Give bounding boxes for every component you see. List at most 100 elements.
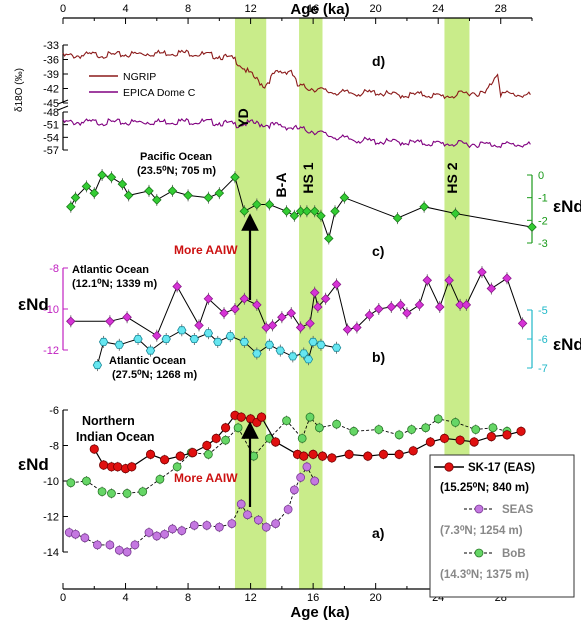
- bob-point: [155, 474, 165, 484]
- bob-point: [233, 423, 243, 433]
- atlantic-27n-point: [252, 349, 262, 358]
- atlantic-27n-point: [225, 332, 235, 341]
- band-label-hs1: HS 1: [300, 162, 316, 193]
- sk17-point: [127, 462, 137, 472]
- bob-point: [450, 418, 460, 427]
- seas-point: [214, 522, 224, 532]
- sk17-point: [469, 437, 479, 447]
- atlantic-12n-point: [374, 304, 384, 314]
- sk17-point: [145, 449, 156, 459]
- panel-label-a: a): [372, 525, 384, 541]
- pacific-point: [309, 206, 320, 217]
- bob-point: [349, 426, 359, 436]
- seas-point: [310, 476, 320, 486]
- atlantic-12n-point: [239, 293, 250, 304]
- seas-point: [243, 510, 252, 520]
- panel-label-c: c): [372, 243, 384, 259]
- bob-point: [282, 416, 291, 426]
- bob-point: [407, 425, 417, 434]
- pacific-point: [117, 179, 128, 189]
- pacific-point: [81, 181, 92, 192]
- seas-point: [144, 528, 154, 537]
- pacific-point: [252, 199, 262, 210]
- axis-d-lower-tick-label: -48: [43, 107, 59, 119]
- atlantic-12n-point: [331, 279, 342, 290]
- sk17-point: [516, 426, 526, 436]
- sk17-point: [113, 462, 123, 472]
- top-x-tick-label: 8: [185, 3, 191, 15]
- sk17-point: [408, 446, 418, 456]
- sk17-point: [175, 451, 185, 461]
- bob-point: [221, 435, 230, 445]
- axis-label-b-right: εNd: [553, 335, 581, 354]
- atlantic-12n-point: [395, 300, 406, 310]
- atlantic-12n-point: [267, 320, 278, 331]
- axis-d-lower-tick-label: -51: [43, 120, 59, 132]
- seas-point: [71, 529, 80, 539]
- sk17-point: [486, 432, 496, 442]
- bob-point: [97, 487, 107, 497]
- atlantic-27n-point: [133, 335, 143, 343]
- seas-point: [289, 485, 299, 495]
- bottom-x-tick-label: 20: [370, 592, 382, 604]
- sk17-point: [271, 437, 281, 447]
- legend-ngrip-label: NGRIP: [123, 71, 156, 83]
- d18o-axis-label: δ18O (‰): [14, 68, 25, 112]
- seas-point: [227, 519, 237, 528]
- bob-point: [374, 425, 384, 434]
- indian-ocean-line1: Northern: [82, 414, 135, 428]
- atlantic-12n-point: [203, 293, 214, 304]
- sk17-point: [327, 453, 337, 463]
- sk17-point: [439, 433, 450, 443]
- top-x-tick-label: 24: [432, 3, 444, 15]
- sk17-point: [308, 449, 318, 459]
- seas-point: [160, 529, 170, 539]
- pacific-point: [230, 172, 240, 183]
- atlantic-12n-line: [70, 271, 524, 337]
- axis-c-right-tick-label: -2: [538, 215, 548, 227]
- bob-point: [421, 423, 431, 433]
- sk17-point: [99, 460, 109, 470]
- top-axis-title: Age (ka): [290, 1, 349, 18]
- top-x-tick-label: 0: [60, 3, 66, 15]
- pacific-point: [89, 188, 100, 198]
- seas-point: [254, 515, 263, 525]
- pacific-point: [123, 190, 134, 201]
- legend-sk17-location: (15.25⁰N; 840 m): [440, 481, 529, 494]
- bottom-x-tick-label: 8: [185, 592, 191, 604]
- axis-b-left-tick-label: -10: [43, 304, 59, 316]
- band-label-ba: B-A: [273, 173, 289, 198]
- atlantic-27n-point: [308, 337, 318, 346]
- seas-point: [130, 540, 140, 550]
- axis-b-right-tick-label: -5: [538, 305, 548, 317]
- seas-point: [177, 526, 187, 536]
- top-x-tick-label: 28: [495, 3, 507, 15]
- axis-break-mark: [57, 99, 69, 105]
- atlantic-27n-point: [98, 337, 109, 346]
- atlantic-12n-point: [461, 300, 472, 310]
- atlantic-12n-point: [277, 312, 287, 322]
- band-label-yd: YD: [235, 108, 251, 127]
- pacific-point: [106, 172, 117, 183]
- pacific-title: Pacific Ocean: [140, 151, 212, 163]
- sk17-point: [236, 412, 246, 422]
- atlantic-12n-point: [502, 273, 512, 284]
- top-x-tick-label: 4: [122, 3, 128, 15]
- data-series: [62, 49, 537, 557]
- legend-bob-marker: [474, 548, 484, 558]
- pacific-point: [339, 192, 350, 203]
- atlantic-27n-location: (27.5⁰N; 1268 m): [112, 369, 197, 381]
- sk17-point: [188, 447, 198, 458]
- atlantic-27n-point: [114, 340, 124, 349]
- pacific-location: (23.5⁰N; 705 m): [137, 165, 216, 177]
- ngrip-line: [62, 49, 531, 100]
- sk17-point: [344, 449, 354, 459]
- axis-break-mark: [57, 105, 69, 111]
- atlantic-27n-point: [275, 346, 285, 355]
- band-2: [299, 18, 323, 589]
- axis-d-upper-tick-label: -33: [43, 40, 59, 52]
- axis-label-b-left: εNd: [18, 295, 49, 314]
- bottom-x-tick-label: 4: [122, 592, 128, 604]
- axis-d-upper-tick-label: -45: [43, 98, 59, 110]
